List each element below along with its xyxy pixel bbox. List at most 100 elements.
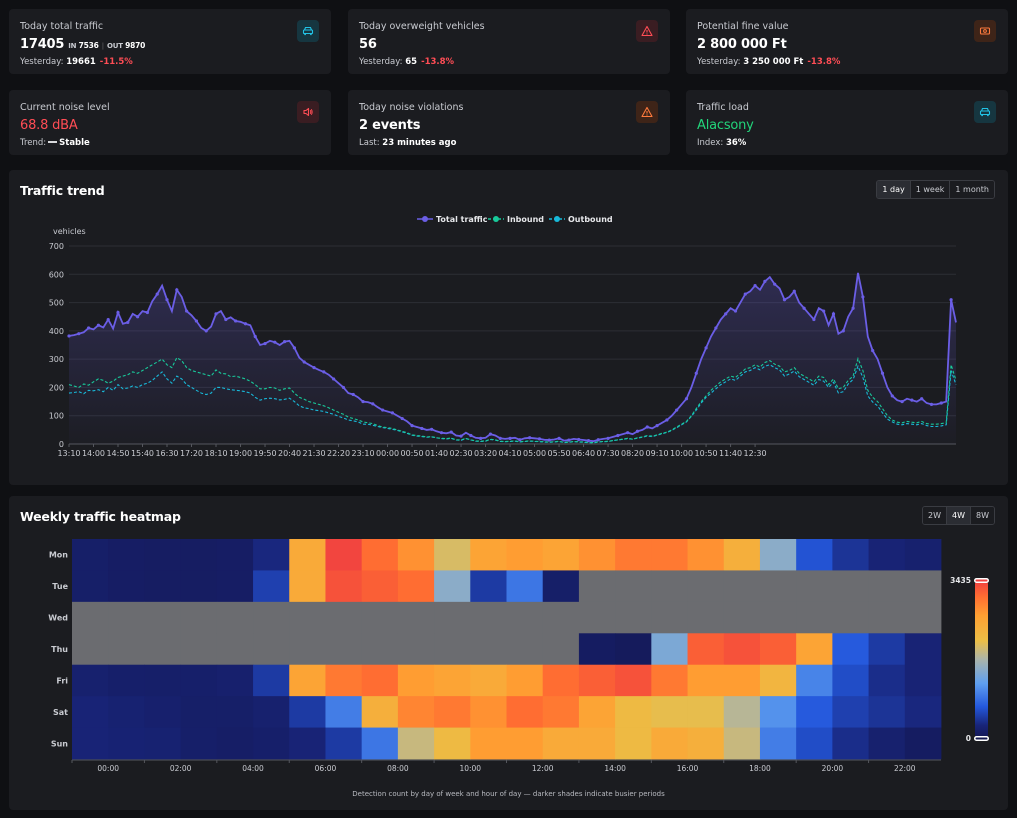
car-icon [974, 101, 996, 123]
heatmap-cell [868, 664, 906, 697]
heatmap-cell [434, 633, 471, 666]
kpi-trend: Trend: Stable [20, 138, 90, 148]
heatmap-cell [144, 664, 182, 697]
total-traffic-point [929, 402, 934, 406]
trend-label: Trend: [20, 138, 47, 148]
warning-icon [636, 101, 658, 123]
x-tick-label: 20:40 [278, 449, 301, 458]
x-tick-label: 15:40 [131, 449, 154, 458]
heatmap-cell [397, 696, 435, 728]
traffic-trend-card: Traffic trend 1 day 1 week 1 month 0 100 2… [9, 170, 1008, 485]
heatmap-cell [796, 727, 833, 760]
range-4w-button[interactable]: 4W [946, 507, 970, 524]
heatmap-cell [144, 696, 182, 728]
heatmap-cell [506, 601, 544, 634]
heatmap-row-label: Wed [48, 614, 68, 623]
heatmap-cell [72, 664, 109, 697]
x-tick-label: 23:10 [352, 449, 375, 458]
total-traffic-point [96, 323, 101, 327]
color-scale-bar [975, 581, 988, 738]
x-tick-label: 08:20 [621, 449, 644, 458]
kpi-potential-fine: Potential fine value 2 800 000 Ft Yester… [686, 9, 1008, 74]
money-icon [974, 20, 996, 42]
heatmap-cell [723, 664, 761, 697]
x-tick-label: 14:00 [604, 764, 626, 773]
heatmap-cell [904, 664, 942, 697]
heatmap-cell [542, 633, 580, 666]
heatmap-cell [216, 633, 254, 666]
x-tick-label: 19:50 [253, 449, 276, 458]
heatmap-cell [434, 727, 471, 760]
heatmap-cell [361, 570, 399, 603]
total-traffic-point [106, 317, 110, 322]
change-percent: -13.8% [421, 57, 455, 67]
total-traffic-point [175, 288, 179, 292]
heatmap-cell [253, 696, 290, 728]
x-tick-label: 00:00 [97, 764, 119, 773]
total-traffic-point [204, 329, 208, 333]
heatmap-cell [723, 570, 761, 603]
x-tick-label: 12:00 [532, 764, 554, 773]
heatmap-cell [72, 601, 109, 634]
out-label: OUT [107, 42, 123, 50]
heatmap-cell [578, 570, 616, 603]
heatmap-cell [651, 570, 688, 603]
heatmap-cell [506, 664, 544, 697]
color-scale-min-handle-inner [975, 737, 988, 740]
total-traffic-point [292, 346, 297, 350]
heatmap-cell [361, 727, 399, 760]
total-traffic-point [194, 319, 199, 323]
total-traffic-point [871, 349, 875, 353]
heatmap-cell [506, 696, 544, 728]
range-1-day-button[interactable]: 1 day [877, 181, 910, 198]
y-axis-label: vehicles [53, 227, 86, 236]
total-traffic-point [420, 426, 424, 431]
heatmap-cell [289, 696, 326, 728]
total-traffic-point [381, 408, 385, 412]
heatmap-cell [578, 727, 616, 760]
heatmap-cell [759, 664, 797, 697]
total-traffic-point [390, 411, 395, 415]
total-traffic-point [87, 326, 91, 330]
total-traffic-point [684, 397, 689, 401]
total-traffic-point [596, 438, 600, 442]
total-traffic-point [332, 377, 336, 381]
legend-label: Total traffic [436, 215, 488, 224]
range-2w-button[interactable]: 2W [923, 507, 946, 524]
range-1-month-button[interactable]: 1 month [949, 181, 994, 198]
y-tick-label: 500 [49, 299, 64, 308]
weekly-heatmap-chart: Mon Tue Wed Thu Fri Sat Sun 00:00 02:00 04:00 06:0… [48, 539, 989, 773]
total-traffic-point [812, 317, 816, 322]
range-8w-button[interactable]: 8W [970, 507, 994, 524]
heatmap-cell [506, 539, 544, 571]
heatmap-cell [578, 664, 616, 697]
kpi-value: Alacsony [697, 118, 754, 133]
total-traffic-point [635, 429, 640, 433]
heatmap-cell [904, 570, 942, 603]
heatmap-row-label: Thu [51, 645, 68, 654]
total-traffic-point [949, 298, 953, 302]
heatmap-cell [397, 633, 435, 666]
total-traffic-point [479, 436, 483, 440]
heatmap-cell [434, 601, 471, 634]
x-tick-label: 19:00 [229, 449, 252, 458]
total-traffic-point [439, 431, 444, 435]
heatmap-cell [723, 696, 761, 728]
kpi-value: 2 800 000 Ft [697, 37, 787, 52]
heatmap-cell [434, 664, 471, 697]
total-traffic-point [361, 399, 365, 404]
total-traffic-point [792, 289, 796, 293]
kpi-value: 68.8 dBA [20, 118, 78, 133]
heatmap-title: Weekly traffic heatmap [20, 509, 181, 524]
heatmap-cell [796, 539, 833, 571]
total-traffic-point [537, 437, 542, 441]
heatmap-cell [108, 570, 145, 603]
total-traffic-point [939, 401, 943, 405]
total-traffic-point [910, 398, 914, 402]
total-traffic-point [430, 427, 434, 431]
heatmap-cell [108, 633, 145, 666]
heatmap-cell [72, 539, 109, 571]
range-1-week-button[interactable]: 1 week [909, 181, 950, 198]
heatmap-cell [325, 633, 363, 666]
x-tick-label: 02:00 [170, 764, 192, 773]
